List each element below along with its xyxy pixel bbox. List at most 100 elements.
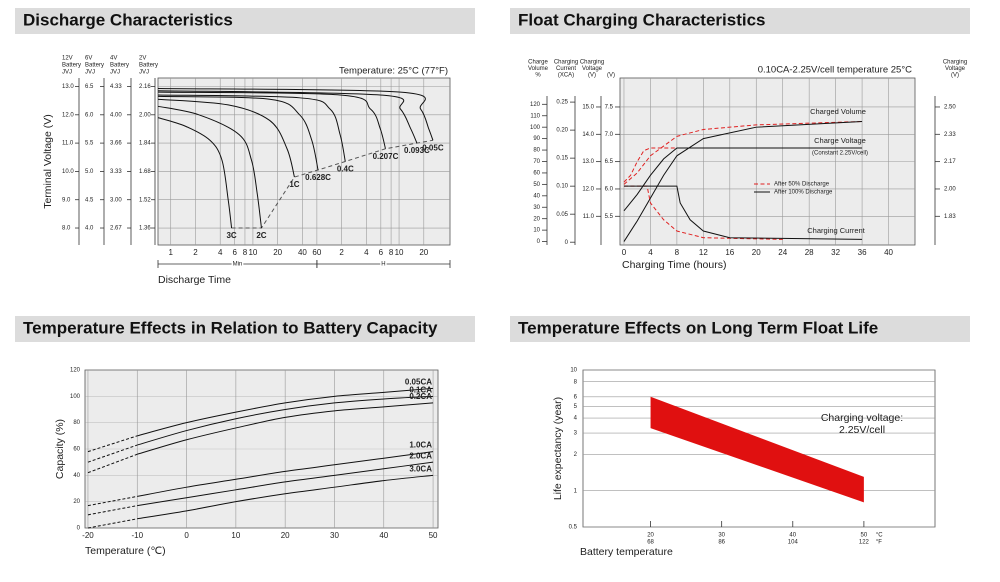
axis-header: Charge	[528, 60, 548, 66]
annotation: Temperature: 25°C (77°F)	[339, 66, 448, 77]
y-tick-label: 70	[533, 159, 540, 165]
y-tick-label: 6.0	[605, 187, 614, 193]
series-label: 1C	[289, 180, 299, 189]
curve	[137, 402, 434, 455]
x-tick-label: 2	[193, 248, 198, 257]
x-tick-label: 30	[718, 533, 725, 539]
legend-label: After 50% Discharge	[774, 182, 830, 188]
y-tick-label: 0	[77, 526, 81, 532]
x-tick-label: 50	[429, 531, 438, 540]
curve	[623, 185, 863, 240]
axis-header: (XCA)	[558, 73, 574, 79]
y-tick-label: 0.10	[556, 184, 568, 190]
x-tick-label: 8	[243, 248, 248, 257]
y-tick-label: 3.33	[110, 169, 122, 175]
y-tick-label: 20	[533, 216, 540, 222]
axis-header: Charging	[580, 60, 604, 66]
y-tick-label: 4.0	[85, 226, 94, 232]
y-tick-label: 4.00	[110, 112, 122, 118]
header-bar	[510, 8, 970, 34]
x-tick-label: 20	[419, 248, 428, 257]
x-tick-label: 0	[622, 248, 627, 257]
series-label: 0.05CA	[405, 378, 432, 387]
y-tick-label: 1.83	[944, 214, 956, 220]
axis-header: 4V	[110, 56, 117, 62]
time-bracket	[316, 260, 451, 268]
curve	[87, 505, 138, 516]
axis-header: 12V	[62, 56, 73, 62]
y-tick-label: 11.0	[62, 141, 74, 147]
axis-title: Life expectancy (year)	[552, 397, 564, 500]
x-tick-label: 6	[379, 248, 384, 257]
x-tick-label: 20	[647, 533, 654, 539]
y-tick-label: 8.0	[62, 226, 71, 232]
x-tick-label: 6	[232, 248, 237, 257]
y-tick-label: 15.0	[582, 105, 594, 111]
y-tick-label: 0.25	[556, 100, 568, 106]
axis-header: JVJ	[110, 70, 120, 76]
y-tick-label: 2.17	[944, 159, 956, 165]
x-unit: °F	[876, 540, 882, 546]
y-tick-label: 4	[574, 416, 578, 422]
curve	[87, 444, 138, 463]
x-tick-label: 16	[725, 248, 734, 257]
x-axis-title: Battery temperature	[580, 546, 673, 558]
x-tick-label: 0	[184, 531, 189, 540]
axis-header: (V)	[607, 73, 615, 79]
y-tick-label: 2.67	[110, 226, 122, 232]
y-tick-label: 60	[533, 171, 540, 177]
x-tick-label: 10	[231, 531, 240, 540]
x-tick-label: 4	[218, 248, 223, 257]
curve	[137, 474, 434, 520]
chart-title: Temperature Effects on Long Term Float L…	[518, 318, 878, 337]
curve	[137, 387, 434, 437]
series-label: 3.0CA	[409, 464, 432, 473]
curve	[157, 91, 386, 149]
axis-header: (V)	[588, 73, 596, 79]
annotation: (Constant 2.25V/cell)	[812, 151, 868, 157]
time-unit: H	[381, 262, 385, 268]
curve	[157, 95, 319, 171]
axis-header: 6V	[85, 56, 92, 62]
y-tick-label: 7.0	[605, 132, 614, 138]
axis-header: Charging	[943, 60, 967, 66]
axis-header: Current	[556, 66, 576, 72]
curve	[87, 518, 138, 529]
x-tick-label: 10	[395, 248, 404, 257]
x-tick-label-f: 86	[718, 540, 725, 546]
y-tick-label: 3	[574, 431, 578, 437]
y-tick-label: 10	[570, 368, 577, 374]
header-bar	[15, 316, 475, 342]
y-tick-label: 1.68	[139, 169, 151, 175]
x-tick-label: 4	[648, 248, 653, 257]
x-axis-title: Discharge Time	[158, 274, 231, 286]
axis-title: Capacity (%)	[54, 419, 66, 479]
axis-header: (V)	[951, 73, 959, 79]
series-label: 0.628C	[305, 173, 331, 182]
y-tick-label: 10.0	[62, 169, 74, 175]
y-tick-label: 5	[574, 404, 578, 410]
x-tick-label: 12	[699, 248, 708, 257]
annotation: 2.25V/cell	[839, 424, 885, 436]
y-tick-label: 20	[73, 499, 80, 505]
y-tick-label: 8	[574, 379, 578, 385]
y-tick-label: 0.20	[556, 128, 568, 134]
x-tick-label: 4	[364, 248, 369, 257]
series-label: 3C	[226, 231, 236, 240]
time-unit: Min	[233, 262, 243, 268]
y-tick-label: 2.50	[944, 105, 956, 111]
life-band	[650, 396, 864, 503]
curve	[157, 98, 295, 178]
x-axis-title: Charging Time (hours)	[622, 259, 726, 271]
y-tick-label: 6.0	[85, 112, 94, 118]
y-tick-label: 7.5	[605, 105, 614, 111]
y-tick-label: 0	[565, 240, 569, 246]
y-tick-label: 0.5	[569, 525, 578, 531]
curve	[623, 120, 863, 185]
y-tick-label: 30	[533, 205, 540, 211]
curve	[137, 395, 434, 446]
y-tick-label: 2.16	[139, 84, 151, 90]
y-tick-label: 80	[533, 148, 540, 154]
curve	[157, 105, 262, 229]
